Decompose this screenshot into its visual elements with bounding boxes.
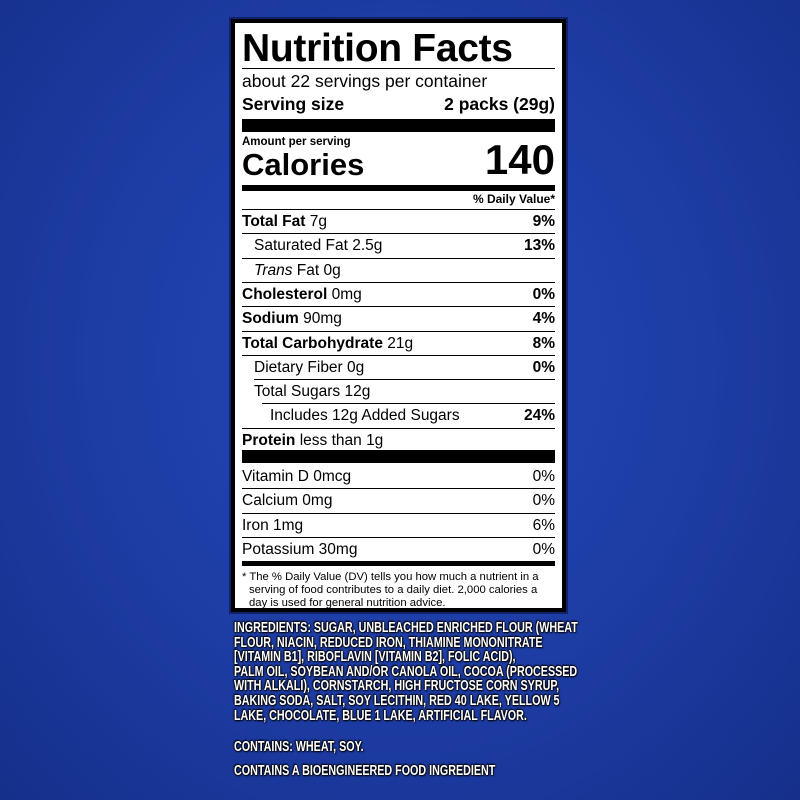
calories-label: Calories	[242, 147, 365, 182]
bioengineered-statement: CONTAINS A BIOENGINEERED FOOD INGREDIENT	[234, 763, 496, 779]
divider	[242, 68, 555, 69]
vitamin-daily-value: 0%	[532, 468, 555, 485]
nutrition-facts-label: Nutrition Facts about 22 servings per co…	[231, 19, 566, 612]
nutrient-amount: 12g	[344, 383, 371, 401]
row-divider	[254, 379, 555, 381]
nutrient-amount: 0g	[347, 358, 365, 376]
ingredients-line: PALM OIL, SOYBEAN AND/OR CANOLA OIL, COC…	[234, 663, 578, 680]
ingredients-line: LAKE, CHOCOLATE, BLUE 1 LAKE, ARTIFICIAL…	[234, 707, 527, 724]
row-divider	[242, 427, 555, 429]
serving-size-label: Serving size	[242, 94, 345, 114]
servings-per-container: about 22 servings per container	[242, 71, 488, 91]
nutrient-name: Total Fat 7g	[242, 210, 327, 234]
nutrient-label-suffix: Fat	[296, 261, 320, 279]
ingredients-line: FLOUR, NIACIN, REDUCED IRON, THIAMINE MO…	[234, 634, 543, 651]
row-divider	[242, 512, 555, 514]
ingredients-list: INGREDIENTS: SUGAR, UNBLEACHED ENRICHED …	[234, 620, 578, 724]
row-divider	[242, 233, 555, 235]
daily-value-header: % Daily Value*	[472, 192, 555, 206]
nutrient-label: Trans	[254, 261, 293, 279]
medium-divider	[242, 185, 555, 191]
nutrient-label: Total Fat	[242, 213, 306, 230]
row-divider	[242, 306, 555, 308]
amount-per-serving: Amount per serving	[242, 136, 351, 148]
nutrient-row: Protein less than 1g	[242, 429, 555, 453]
vitamin-row: Calcium 0mg 0%	[242, 489, 555, 513]
nutrient-amount: 2.5g	[352, 237, 383, 255]
nutrient-label: Saturated Fat	[254, 237, 348, 255]
vitamin-row: Vitamin D 0mcg 0%	[242, 465, 555, 489]
footnote-line: serving of food contributes to a daily d…	[249, 584, 538, 596]
row-divider	[262, 403, 555, 405]
row-divider	[242, 257, 555, 259]
nutrient-daily-value: 0%	[532, 285, 555, 303]
nutrient-name: Includes 12g Added Sugars	[270, 404, 460, 428]
ingredients-line: INGREDIENTS: SUGAR, UNBLEACHED ENRICHED …	[234, 620, 578, 636]
nutrient-name: Protein less than 1g	[242, 429, 383, 453]
row-divider	[242, 488, 555, 490]
nutrient-daily-value: 9%	[532, 213, 555, 230]
nutrient-row: Cholesterol 0mg 0%	[242, 283, 555, 307]
nutrient-row: Total Carbohydrate 21g 8%	[242, 332, 555, 356]
row-divider	[242, 354, 555, 356]
nutrient-daily-value: 13%	[523, 237, 555, 255]
serving-size-value: 2 packs (29g)	[444, 94, 555, 114]
nutrient-amount: 0mg	[331, 285, 362, 303]
nutrient-name: Total Sugars 12g	[254, 380, 370, 404]
nutrient-row: Saturated Fat 2.5g 13%	[242, 234, 555, 258]
nutrient-row: Dietary Fiber 0g 0%	[242, 356, 555, 380]
calories-value: 140	[484, 136, 555, 183]
nutrient-label: Cholesterol	[242, 285, 328, 303]
ingredients-line: [VITAMIN B1], RIBOFLAVIN [VITAMIN B2], F…	[234, 649, 516, 666]
nutrient-row: Trans Fat 0g	[242, 259, 555, 283]
row-divider	[242, 281, 555, 283]
vitamin-name: Vitamin D 0mcg	[242, 468, 352, 485]
nutrient-name: Trans Fat 0g	[254, 259, 341, 283]
row-divider	[242, 330, 555, 332]
nutrient-name: Sodium 90mg	[242, 307, 342, 331]
nutrient-row: Total Fat 7g 9%	[242, 210, 555, 234]
nutrient-name: Cholesterol 0mg	[242, 283, 362, 307]
ingredients-line: WITH ALKALI), CORNSTARCH, HIGH FRUCTOSE …	[234, 678, 560, 695]
nutrient-row: Sodium 90mg 4%	[242, 307, 555, 331]
thick-divider	[242, 450, 555, 463]
nutrient-amount: less than 1g	[299, 431, 384, 449]
vitamin-daily-value: 0%	[532, 540, 555, 558]
nutrient-daily-value: 24%	[523, 407, 555, 425]
nutrient-label: Includes 12g Added Sugars	[270, 407, 460, 425]
vitamin-daily-value: 0%	[532, 492, 555, 510]
nutrient-daily-value: 8%	[532, 334, 555, 352]
nutrient-amount: 21g	[387, 334, 414, 352]
nutrient-name: Saturated Fat 2.5g	[254, 234, 382, 258]
ingredients-line: BAKING SODA, SALT, SOY LECITHIN, RED 40 …	[234, 692, 560, 709]
nutrient-label: Total Carbohydrate	[242, 334, 383, 352]
nutrient-daily-value: 4%	[532, 310, 555, 328]
nutrient-label: Protein	[242, 431, 296, 449]
allergen-statement: CONTAINS: WHEAT, SOY.	[234, 739, 364, 755]
row-divider	[242, 209, 555, 210]
nutrient-label: Total Sugars	[254, 383, 341, 401]
nutrient-daily-value: 0%	[532, 358, 555, 376]
nutrient-row: Includes 12g Added Sugars 24%	[242, 404, 555, 428]
footnote-line: day is used for general nutrition advice…	[249, 597, 446, 609]
vitamin-row: Potassium 30mg 0%	[242, 538, 555, 562]
nutrient-row: Total Sugars 12g	[242, 380, 555, 404]
nutrient-name: Dietary Fiber 0g	[254, 356, 364, 380]
vitamin-name: Iron 1mg	[242, 516, 304, 534]
vitamin-name: Calcium 0mg	[242, 492, 333, 510]
label-title: Nutrition Facts	[242, 27, 513, 70]
thick-divider	[242, 119, 555, 132]
nutrient-label: Sodium	[242, 310, 299, 328]
vitamin-name: Potassium 30mg	[242, 540, 358, 558]
nutrient-amount: 7g	[309, 213, 327, 230]
vitamin-row: Iron 1mg 6%	[242, 514, 555, 538]
nutrient-amount: 90mg	[303, 310, 342, 328]
medium-divider	[242, 561, 555, 566]
nutrient-amount: 0g	[323, 261, 341, 279]
nutrient-label: Dietary Fiber	[254, 358, 343, 376]
nutrient-name: Total Carbohydrate 21g	[242, 332, 413, 356]
row-divider	[242, 536, 555, 538]
footnote-line: * The % Daily Value (DV) tells you how m…	[242, 571, 539, 583]
vitamin-daily-value: 6%	[532, 516, 555, 534]
